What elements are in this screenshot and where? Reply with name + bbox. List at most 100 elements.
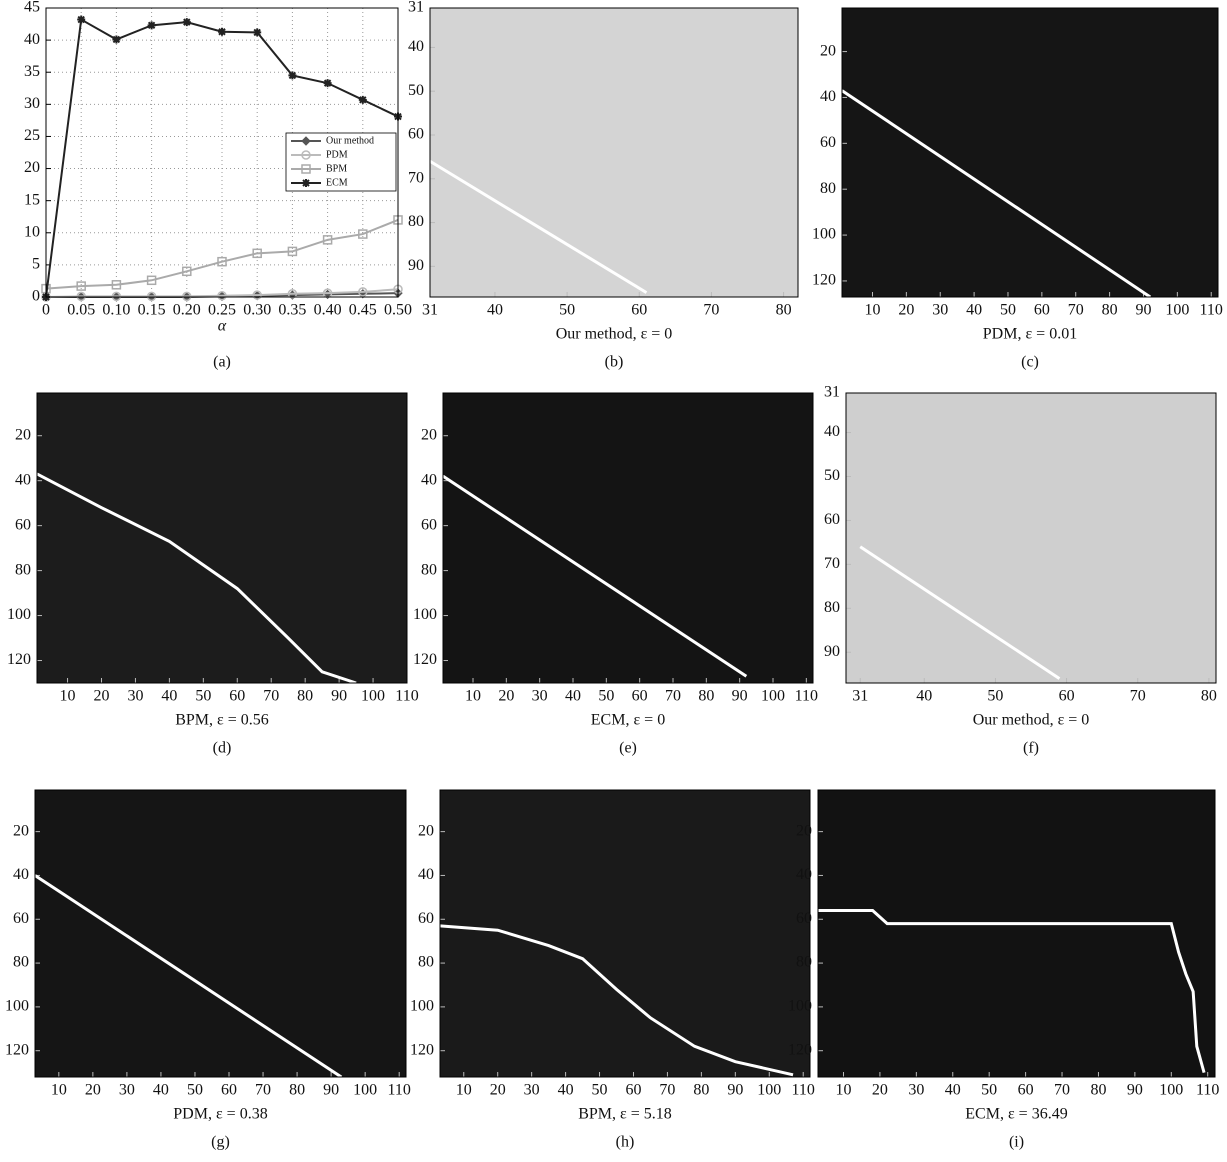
caption: BPM, ε = 5.18 <box>578 1106 672 1123</box>
x-tick-label: 110 <box>1196 1082 1219 1099</box>
y-tick-label: 20 <box>796 822 812 839</box>
x-axis-label: α <box>218 318 227 335</box>
x-tick-label: 0.50 <box>384 302 412 319</box>
x-tick-label: 40 <box>945 1082 961 1099</box>
x-tick-label: 30 <box>127 688 143 705</box>
y-tick-label: 40 <box>418 866 434 883</box>
y-tick-label: 30 <box>24 95 40 112</box>
x-tick-label: 70 <box>659 1082 675 1099</box>
x-tick-label: 31 <box>852 688 868 705</box>
x-tick-label: 60 <box>1034 302 1050 319</box>
x-tick-label: 40 <box>966 302 982 319</box>
y-tick-label: 80 <box>13 954 29 971</box>
y-tick-label: 5 <box>32 256 40 273</box>
y-tick-label: 100 <box>812 226 836 243</box>
y-tick-label: 60 <box>421 516 437 533</box>
y-tick-label: 60 <box>13 910 29 927</box>
x-tick-label: 30 <box>532 688 548 705</box>
y-tick-label: 40 <box>820 88 836 105</box>
legend-label: BPM <box>326 163 347 174</box>
x-tick-label: 70 <box>703 302 719 319</box>
x-tick-label: 0.15 <box>138 302 166 319</box>
y-tick-label: 60 <box>796 910 812 927</box>
heatmap-background <box>842 8 1218 297</box>
y-tick-label: 0 <box>32 288 40 305</box>
panel-label: (a) <box>213 354 231 371</box>
x-tick-label: 70 <box>1054 1082 1070 1099</box>
y-tick-label: 20 <box>820 42 836 59</box>
panel-label: (e) <box>619 740 637 757</box>
x-tick-label: 10 <box>864 302 880 319</box>
x-tick-label: 50 <box>187 1082 203 1099</box>
y-tick-label: 80 <box>824 599 840 616</box>
marker <box>77 16 85 24</box>
x-tick-label: 50 <box>598 688 614 705</box>
x-tick-label: 90 <box>331 688 347 705</box>
x-tick-label: 0 <box>42 302 50 319</box>
y-tick-label: 45 <box>24 0 40 16</box>
x-tick-label: 70 <box>263 688 279 705</box>
panel-label: (d) <box>213 740 232 757</box>
y-tick-label: 120 <box>410 1041 434 1058</box>
y-tick-label: 20 <box>24 159 40 176</box>
y-tick-label: 50 <box>408 82 424 99</box>
x-tick-label: 20 <box>498 688 514 705</box>
marker <box>148 21 156 29</box>
x-tick-label: 60 <box>625 1082 641 1099</box>
x-tick-label: 100 <box>761 688 785 705</box>
x-tick-label: 0.05 <box>67 302 95 319</box>
y-tick-label: 31 <box>824 384 840 401</box>
x-tick-label: 100 <box>1159 1082 1183 1099</box>
x-tick-label: 60 <box>1059 688 1075 705</box>
y-tick-label: 25 <box>24 127 40 144</box>
y-tick-label: 40 <box>421 471 437 488</box>
x-tick-label: 80 <box>1090 1082 1106 1099</box>
x-tick-label: 0.20 <box>173 302 201 319</box>
x-tick-label: 80 <box>776 302 792 319</box>
x-tick-label: 10 <box>456 1082 472 1099</box>
x-tick-label: 10 <box>51 1082 67 1099</box>
x-tick-label: 30 <box>524 1082 540 1099</box>
heatmap-background <box>443 393 813 683</box>
caption: Our method, ε = 0 <box>973 712 1090 729</box>
y-tick-label: 90 <box>824 643 840 660</box>
x-tick-label: 20 <box>85 1082 101 1099</box>
x-tick-label: 60 <box>229 688 245 705</box>
x-tick-label: 0.30 <box>243 302 271 319</box>
y-tick-label: 60 <box>408 126 424 143</box>
x-tick-label: 30 <box>908 1082 924 1099</box>
x-tick-label: 80 <box>1201 688 1217 705</box>
y-tick-label: 20 <box>421 426 437 443</box>
y-tick-label: 100 <box>788 998 812 1015</box>
y-tick-label: 20 <box>418 822 434 839</box>
marker <box>112 35 120 43</box>
x-tick-label: 70 <box>665 688 681 705</box>
marker <box>218 28 226 36</box>
x-tick-label: 70 <box>1068 302 1084 319</box>
y-tick-label: 90 <box>408 257 424 274</box>
x-tick-label: 40 <box>916 688 932 705</box>
caption: ECM, ε = 0 <box>591 712 665 729</box>
caption: BPM, ε = 0.56 <box>175 712 269 729</box>
x-tick-label: 90 <box>727 1082 743 1099</box>
y-tick-label: 50 <box>824 467 840 484</box>
panel-label: (b) <box>605 354 624 371</box>
marker <box>359 96 367 104</box>
x-tick-label: 10 <box>60 688 76 705</box>
x-tick-label: 80 <box>1102 302 1118 319</box>
x-tick-label: 0.25 <box>208 302 236 319</box>
caption: ECM, ε = 36.49 <box>965 1106 1067 1123</box>
x-tick-label: 100 <box>1165 302 1189 319</box>
x-tick-label: 40 <box>487 302 503 319</box>
y-tick-label: 60 <box>15 516 31 533</box>
caption: PDM, ε = 0.38 <box>173 1106 267 1123</box>
x-tick-label: 50 <box>1000 302 1016 319</box>
x-tick-label: 110 <box>792 1082 815 1099</box>
y-tick-label: 120 <box>812 272 836 289</box>
heatmap-background <box>818 790 1215 1077</box>
heatmap-background <box>846 393 1216 683</box>
y-tick-label: 80 <box>418 954 434 971</box>
y-tick-label: 100 <box>410 998 434 1015</box>
x-tick-label: 50 <box>195 688 211 705</box>
x-tick-label: 31 <box>422 302 438 319</box>
